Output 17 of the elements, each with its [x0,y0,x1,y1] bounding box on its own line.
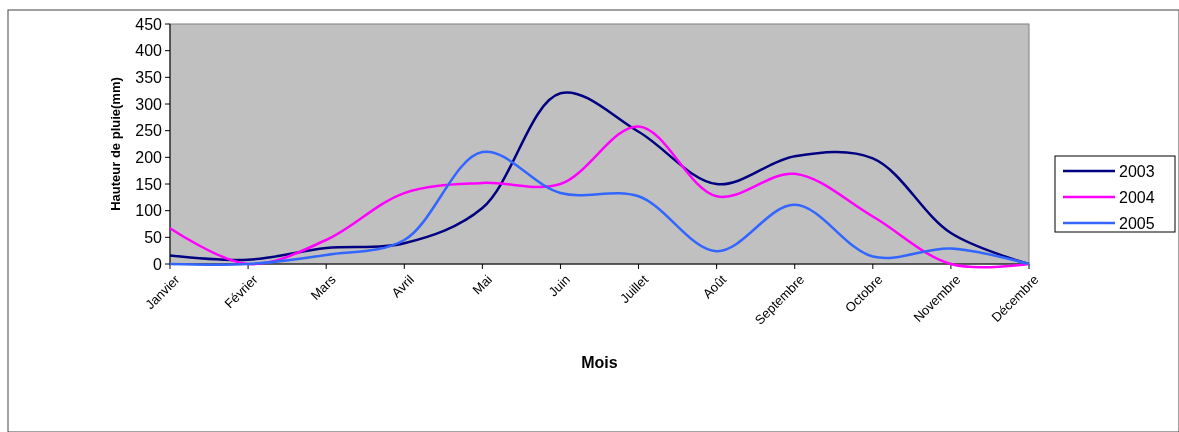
x-axis-title: Mois [581,354,618,371]
x-tick-label: Juin [545,271,574,300]
y-tick-label: 100 [135,202,163,220]
y-tick-label: 450 [135,15,163,33]
y-tick-label: 400 [135,42,163,60]
y-tick-label: 150 [135,175,163,193]
legend-label: 2005 [1119,214,1155,232]
y-tick-label: 350 [135,68,163,86]
y-tick-label: 50 [144,228,163,246]
y-tick-label: 250 [135,122,163,140]
y-tick-label: 0 [153,255,163,273]
legend-label: 2004 [1119,188,1155,206]
legend-label: 2003 [1119,162,1155,180]
y-axis-title: Hauteur de pluie(mm) [108,77,123,211]
x-tick-label: Mai [469,271,495,298]
y-tick-label: 200 [135,148,163,166]
y-tick-label: 300 [135,95,163,113]
